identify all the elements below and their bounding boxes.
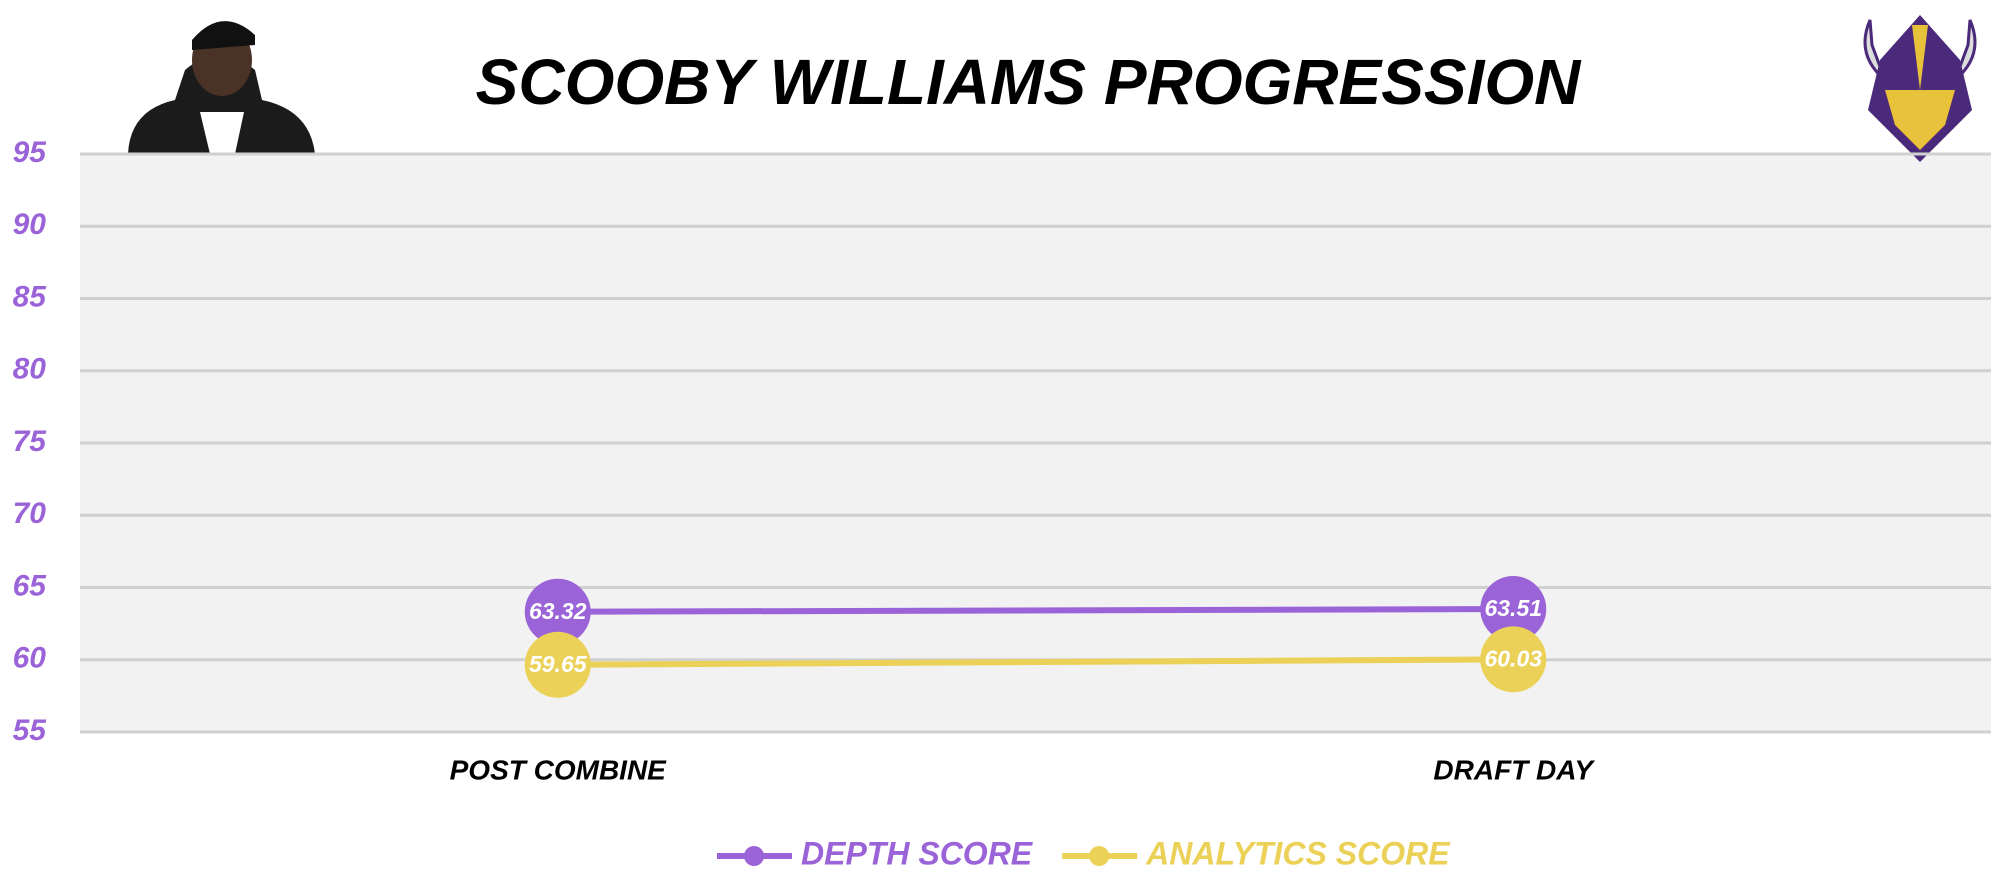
player-photo: [128, 21, 315, 154]
data-point: [1480, 626, 1547, 693]
y-tick-label: 80: [13, 353, 47, 386]
y-tick-label: 85: [13, 280, 48, 313]
series-line: [557, 656, 1514, 668]
y-tick-label: 95: [13, 136, 48, 169]
team-logo: [1863, 15, 1977, 162]
y-tick-label: 60: [13, 642, 47, 675]
data-label: 60.03: [1484, 645, 1542, 671]
data-point: [524, 631, 591, 698]
data-label: 63.51: [1484, 595, 1542, 621]
y-tick-label: 65: [13, 569, 48, 602]
y-tick-label: 90: [13, 208, 47, 241]
legend-label: ANALYTICS SCORE: [1145, 835, 1451, 871]
legend-dot: [744, 846, 764, 866]
data-point: [524, 578, 591, 645]
x-tick-label: POST COMBINE: [450, 754, 668, 785]
y-tick-label: 55: [13, 714, 48, 747]
legend-dot: [1089, 846, 1110, 866]
data-point: [1480, 576, 1547, 643]
series-line: [557, 606, 1514, 615]
data-label: 59.65: [529, 651, 588, 677]
x-tick-label: DRAFT DAY: [1433, 754, 1595, 785]
data-label: 63.32: [529, 598, 587, 624]
y-tick-label: 70: [13, 497, 47, 530]
y-tick-label: 75: [13, 425, 48, 458]
chart-title: SCOOBY WILLIAMS PROGRESSION: [476, 46, 1582, 118]
legend-label: DEPTH SCORE: [801, 835, 1034, 871]
